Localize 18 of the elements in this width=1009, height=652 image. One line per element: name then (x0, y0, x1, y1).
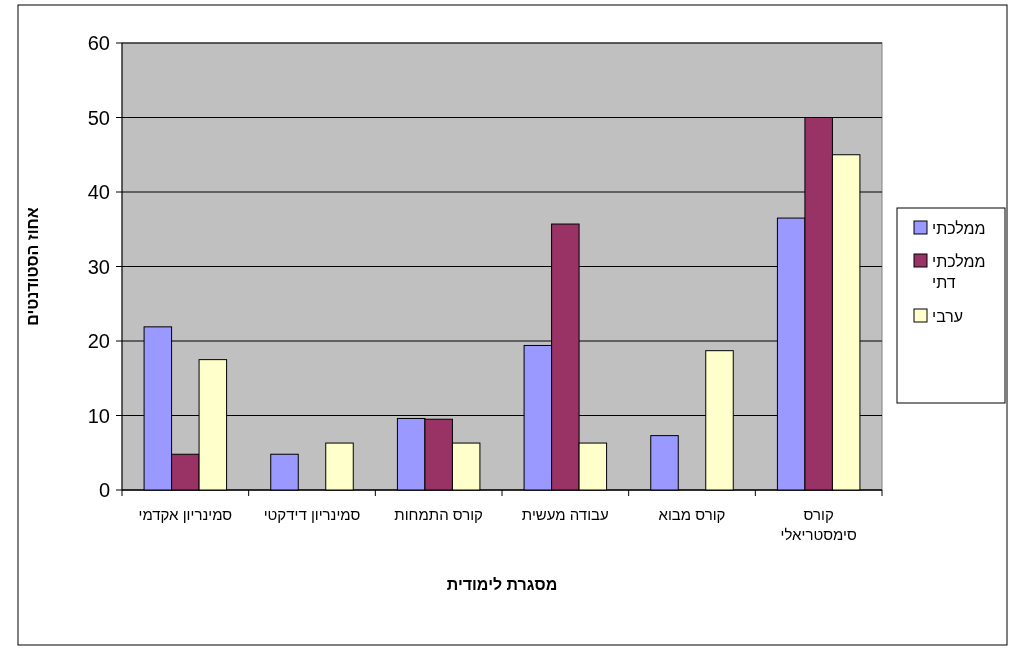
legend-label: ממלכתי דתי (932, 253, 986, 291)
x-tick-label: קורס מבוא (658, 506, 726, 523)
x-tick-label: סמינריון אקדמי (138, 506, 233, 523)
y-tick-label: 60 (87, 32, 110, 54)
x-tick-label: קורס סימסטריאלי (780, 506, 857, 543)
y-tick-label: 20 (87, 330, 110, 352)
y-tick-label: 50 (87, 106, 110, 129)
y-tick-label: 10 (87, 404, 110, 427)
y-axis-title: אחוז הסטודנטים (24, 207, 41, 326)
legend-label: ממלכתי (932, 220, 986, 237)
x-tick-label: סמינריון דידקטי (263, 506, 361, 523)
x-tick-label: עבודה מעשית (521, 506, 609, 523)
y-tick-label: 30 (87, 255, 110, 278)
legend-label: ערבי (932, 308, 964, 325)
y-tick-label: 40 (87, 181, 110, 203)
y-tick-label: 0 (98, 479, 110, 501)
x-tick-label: קורס התמחות (394, 506, 484, 523)
x-axis-title: מסגרת לימודית (446, 576, 558, 593)
